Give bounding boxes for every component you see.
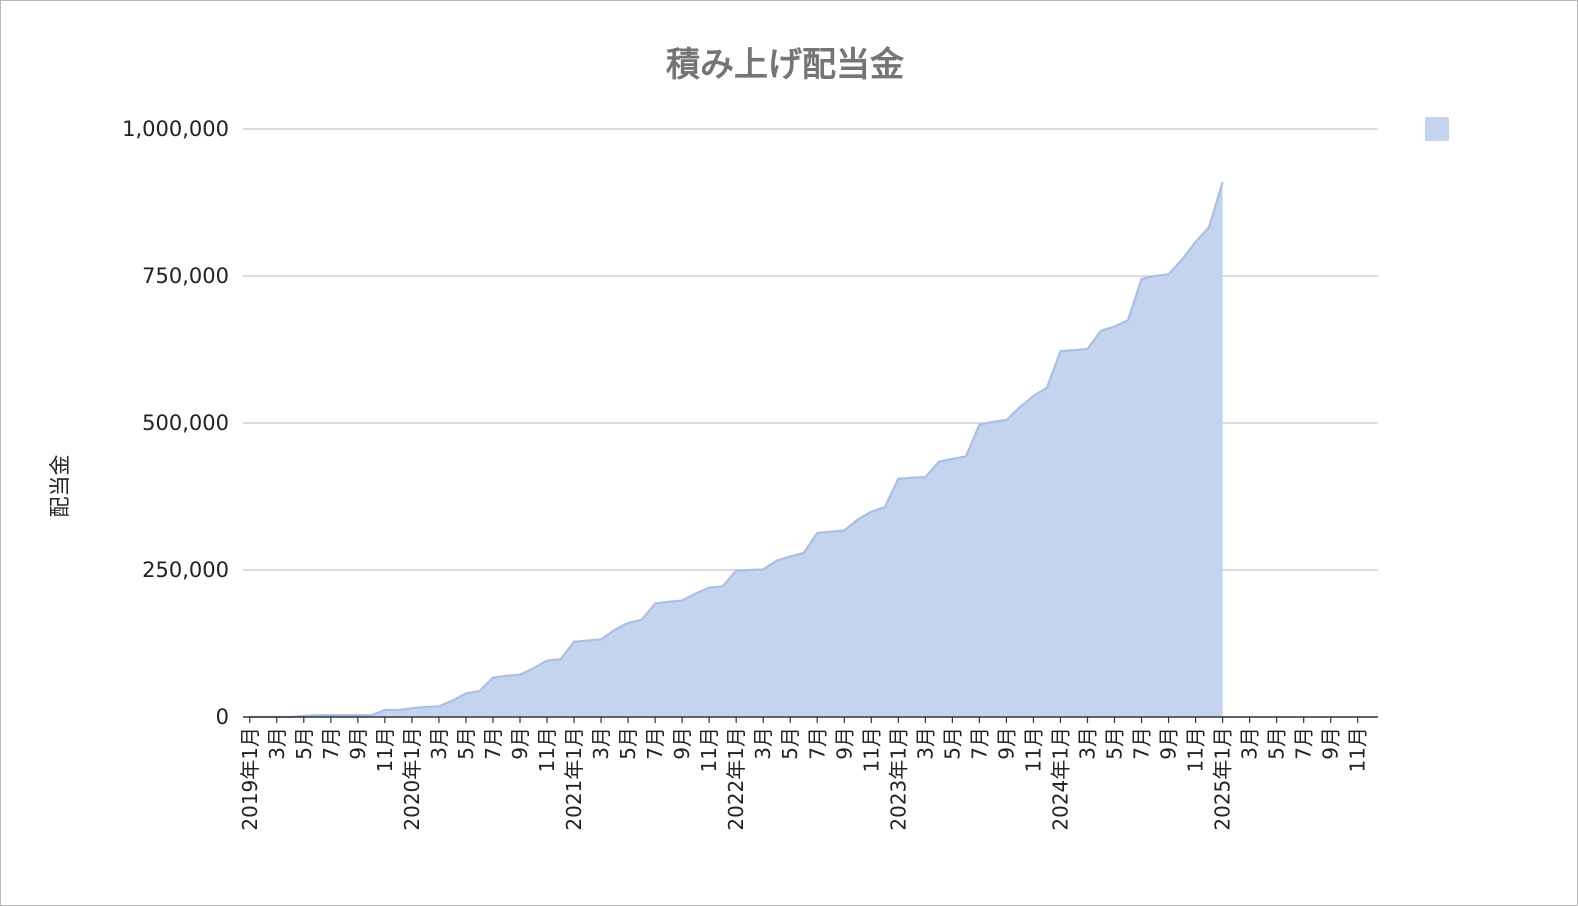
chart-title: 積み上げ配当金 bbox=[666, 45, 905, 85]
x-tick-label: 11月 bbox=[697, 727, 721, 772]
y-axis-label: 配当金 bbox=[48, 455, 72, 518]
x-tick-label: 2020年1月 bbox=[400, 727, 424, 831]
x-tick-label: 9月 bbox=[1319, 727, 1343, 760]
x-tick-label: 2025年1月 bbox=[1211, 727, 1235, 831]
x-tick-label: 3月 bbox=[1075, 727, 1099, 760]
x-tick-label: 11月 bbox=[859, 727, 883, 772]
x-tick-label: 9月 bbox=[346, 727, 370, 760]
legend bbox=[1425, 117, 1449, 141]
x-tick-label: 3月 bbox=[1238, 727, 1262, 760]
x-tick-label: 7月 bbox=[1130, 727, 1154, 760]
x-tick-label: 2021年1月 bbox=[562, 727, 586, 831]
x-tick-label: 2019年1月 bbox=[238, 727, 262, 831]
y-tick-label: 750,000 bbox=[142, 264, 229, 288]
x-tick-label: 5月 bbox=[940, 727, 964, 760]
x-tick-label: 3月 bbox=[427, 727, 451, 760]
x-tick-label: 9月 bbox=[508, 727, 532, 760]
x-tick-label: 7月 bbox=[967, 727, 991, 760]
x-tick-label: 11月 bbox=[1346, 727, 1370, 772]
x-tick-label: 5月 bbox=[454, 727, 478, 760]
x-tick-label: 3月 bbox=[265, 727, 289, 760]
x-tick-label: 2022年1月 bbox=[724, 727, 748, 831]
x-tick-label: 11月 bbox=[535, 727, 559, 772]
legend-swatch bbox=[1425, 117, 1449, 141]
x-tick-label: 7月 bbox=[805, 727, 829, 760]
x-tick-label: 5月 bbox=[292, 727, 316, 760]
x-tick-label: 3月 bbox=[913, 727, 937, 760]
x-tick-label: 2024年1月 bbox=[1048, 727, 1072, 831]
axes bbox=[243, 716, 1378, 723]
x-tick-label: 11月 bbox=[373, 727, 397, 772]
x-tick-label: 11月 bbox=[1021, 727, 1045, 772]
x-tick-label: 5月 bbox=[1103, 727, 1127, 760]
x-tick-label: 11月 bbox=[1184, 727, 1208, 772]
area-fill bbox=[249, 181, 1223, 718]
y-tick-label: 1,000,000 bbox=[122, 117, 229, 141]
x-tick-label: 7月 bbox=[643, 727, 667, 760]
x-tick-label: 7月 bbox=[1292, 727, 1316, 760]
x-tick-labels: 2019年1月 3月 5月 7月 9月 11月 2020年1月 3月 5月 7月 9月 11月 2021… bbox=[238, 727, 1370, 831]
x-tick-label: 7月 bbox=[481, 727, 505, 760]
x-tick-label: 2023年1月 bbox=[886, 727, 910, 831]
x-tick-label: 5月 bbox=[1265, 727, 1289, 760]
y-tick-label: 0 bbox=[216, 705, 229, 729]
x-tick-label: 3月 bbox=[589, 727, 613, 760]
y-tick-label: 500,000 bbox=[142, 411, 229, 435]
x-tick-label: 7月 bbox=[319, 727, 343, 760]
y-tick-label: 250,000 bbox=[142, 558, 229, 582]
x-tick-label: 9月 bbox=[1157, 727, 1181, 760]
x-tick-label: 9月 bbox=[832, 727, 856, 760]
series-area bbox=[249, 181, 1224, 719]
x-tick-label: 5月 bbox=[778, 727, 802, 760]
x-tick-label: 9月 bbox=[670, 727, 694, 760]
x-tick-label: 9月 bbox=[994, 727, 1018, 760]
x-tick-label: 3月 bbox=[751, 727, 775, 760]
y-tick-labels: 0 250,000 500,000 750,000 1,000,000 bbox=[122, 117, 229, 729]
x-tick-label: 5月 bbox=[616, 727, 640, 760]
